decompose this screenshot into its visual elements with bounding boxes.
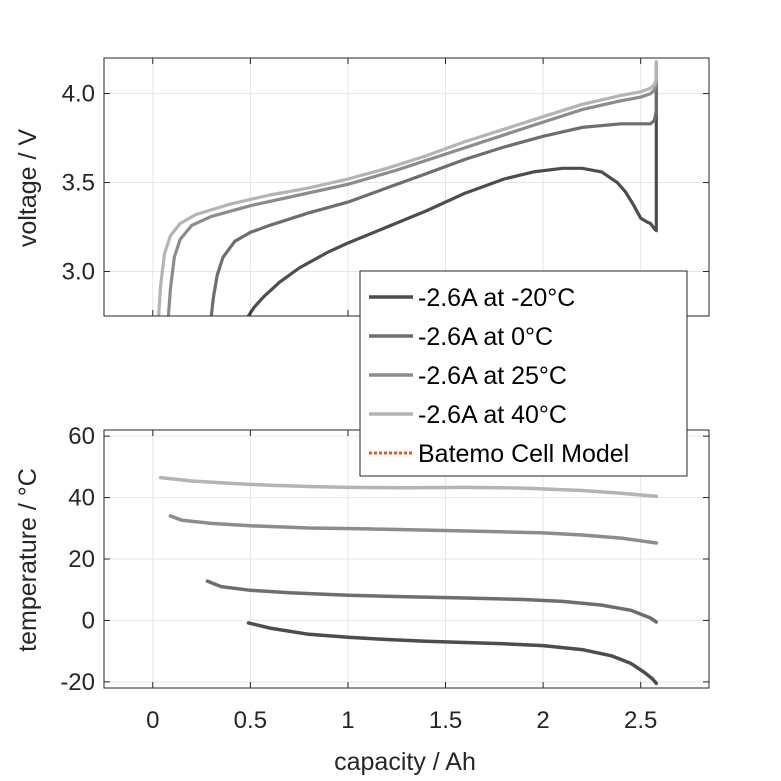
voltage-y-tick-label: 3.5 [62,170,95,197]
temperature-y-tick-label: 0 [82,607,95,634]
voltage-series-line [246,65,658,316]
voltage-axis-label: voltage / V [14,129,42,247]
voltage-series-line [157,59,658,316]
legend-entry-label: -2.6A at 40°C [418,401,567,429]
voltage-y-tick-label: 4.0 [62,81,95,108]
legend: -2.6A at -20°C -2.6A at 0°C -2.6A at 25°C -… [359,270,688,477]
temperature-series-line [158,475,659,499]
temperature-series-line [205,579,659,624]
temperature-y-tick-label: -20 [60,669,95,696]
voltage-panel: 3.0 3.5 4.0 [62,57,710,317]
voltage-y-tick-label: 3.0 [62,259,95,286]
temperature-x-tick-label: 2.5 [624,707,657,734]
temperature-x-tick-label: 1 [341,707,354,734]
temperature-x-tick-label: 0 [146,707,159,734]
legend-entry-label: Batemo Cell Model [418,440,629,468]
legend-entry-label: -2.6A at 0°C [418,323,553,351]
legend-box [359,270,688,477]
temperature-series-line [168,514,659,545]
temperature-series-line [246,621,659,686]
temperature-y-tick-label: 20 [68,546,95,573]
voltage-series-line [166,61,658,316]
legend-entry-label: -2.6A at -20°C [418,284,575,312]
temperature-x-tick-label: 1.5 [429,707,462,734]
capacity-axis-label: capacity / Ah [334,748,476,776]
legend-entry-label: -2.6A at 25°C [418,362,567,390]
temperature-axis-label: temperature / °C [14,468,42,652]
voltage-series-line [209,65,658,316]
temperature-x-tick-label: 0.5 [234,707,267,734]
temperature-y-tick-label: 60 [68,423,95,450]
temperature-y-tick-label: 40 [68,485,95,512]
temperature-x-tick-label: 2 [536,707,549,734]
